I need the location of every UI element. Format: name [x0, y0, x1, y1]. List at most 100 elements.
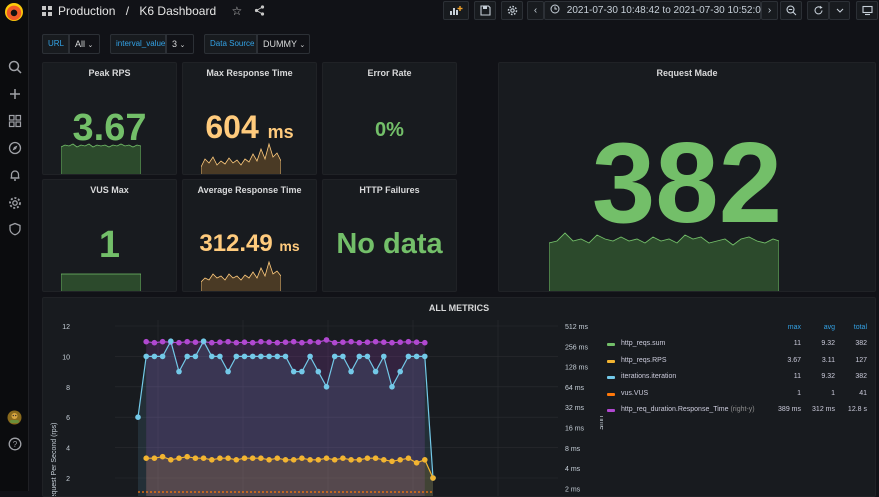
series-point: [258, 338, 264, 345]
legend-item[interactable]: http_reqs.sum 11 9.32 382: [601, 338, 875, 352]
y-axis-tick-label: 2: [66, 476, 70, 483]
configuration-gear-icon[interactable]: [7, 196, 22, 211]
time-forward-chevron-icon[interactable]: ›: [761, 1, 778, 20]
series-point: [233, 457, 240, 463]
zoom-out-icon[interactable]: [780, 1, 802, 20]
legend-item[interactable]: http_reqs.RPS 3.67 3.11 127: [601, 355, 875, 369]
series-point: [372, 368, 379, 375]
y2-axis-label: Time: [598, 414, 603, 429]
series-point: [381, 353, 387, 360]
legend-total-value: 382: [855, 340, 867, 347]
star-icon[interactable]: ☆: [231, 4, 243, 18]
series-point: [192, 353, 199, 360]
legend-color-swatch: [607, 409, 615, 412]
series-point: [422, 339, 428, 346]
legend-header: max avg total: [601, 322, 875, 336]
series-point: [233, 339, 240, 346]
time-range-picker[interactable]: 2021-07-30 10:48:42 to 2021-07-30 10:52:…: [544, 1, 766, 20]
series-point: [299, 368, 305, 375]
legend-item[interactable]: vus.VUS 1 1 41: [601, 388, 875, 402]
panel-title: Max Response Time: [206, 68, 293, 78]
add-panel-icon[interactable]: [443, 1, 469, 20]
series-point: [405, 455, 412, 461]
time-back-chevron-icon[interactable]: ‹: [527, 1, 544, 20]
series-point: [241, 339, 248, 345]
variable-label-url: URL: [42, 34, 69, 54]
grafana-logo-icon[interactable]: [5, 3, 23, 21]
series-point: [143, 338, 149, 345]
panel-average-response-time[interactable]: Average Response Time 312.49 ms: [182, 179, 317, 292]
panel-request-made[interactable]: Request Made 382: [498, 62, 876, 292]
alerting-bell-icon[interactable]: [7, 168, 22, 183]
tv-mode-monitor-icon[interactable]: [856, 1, 878, 20]
dashboard-grid-icon: [42, 6, 52, 16]
series-point: [389, 384, 395, 390]
variable-value-interval: 3: [172, 39, 178, 49]
plus-icon[interactable]: [7, 87, 22, 102]
y2-axis-tick-label: 4 ms: [565, 466, 581, 473]
series-point: [143, 455, 149, 461]
search-icon[interactable]: [7, 60, 22, 75]
y2-axis-tick-label: 64 ms: [565, 385, 585, 392]
refresh-interval-chevron-down-icon[interactable]: [829, 1, 850, 20]
series-point: [307, 338, 313, 345]
series-point: [290, 457, 297, 463]
series-point: [389, 458, 395, 465]
panel-error-rate[interactable]: Error Rate 0%: [322, 62, 457, 175]
save-dashboard-icon[interactable]: [474, 1, 496, 20]
panel-title: VUS Max: [90, 185, 129, 195]
series-point: [209, 353, 215, 360]
series-point: [422, 353, 428, 360]
series-point: [315, 339, 322, 345]
series-point: [241, 353, 248, 360]
series-point: [348, 368, 354, 375]
series-point: [184, 353, 190, 360]
series-point: [217, 455, 223, 461]
series-point: [356, 339, 363, 346]
panel-all-metrics[interactable]: ALL METRICS 12 10 8 6 4 2 512 ms 256 ms 128 ms 64…: [42, 297, 876, 497]
series-point: [340, 353, 346, 360]
all-metrics-chart[interactable]: 12 10 8 6 4 2 512 ms 256 ms 128 ms 64 ms 32 ms 16 m…: [43, 298, 603, 497]
variable-select-datasource[interactable]: DUMMY ⌄: [257, 34, 310, 54]
series-point: [225, 368, 231, 375]
dashboard-settings-gear-icon[interactable]: [501, 1, 523, 20]
server-admin-shield-icon[interactable]: [7, 222, 22, 237]
legend-header-total: total: [853, 324, 867, 331]
legend-avg-value: 9.32: [821, 373, 835, 380]
refresh-icon[interactable]: [807, 1, 829, 20]
y2-axis-tick-label: 8 ms: [565, 446, 581, 453]
breadcrumb-folder[interactable]: Production: [58, 4, 116, 18]
legend-max-value: 1: [797, 389, 801, 397]
dashboard-title[interactable]: K6 Dashboard: [139, 4, 217, 18]
max-response-sparkline: [201, 142, 281, 174]
panel-peak-rps[interactable]: Peak RPS 3.67: [42, 62, 177, 175]
vus-max-value: 1: [98, 224, 121, 266]
variable-select-url[interactable]: All ⌄: [69, 34, 100, 54]
legend-avg-value: 9.32: [821, 340, 835, 347]
user-avatar[interactable]: [7, 410, 22, 425]
legend-total-value: 41: [859, 389, 867, 397]
avg-response-value: 312.49 ms: [183, 230, 316, 258]
series-point: [315, 368, 322, 375]
panel-vus-max[interactable]: VUS Max 1: [42, 179, 177, 292]
series-point: [151, 353, 158, 360]
legend-item[interactable]: http_req_duration.Response_Time (right-y…: [601, 404, 875, 418]
dashboards-icon[interactable]: [7, 114, 22, 129]
variable-select-interval[interactable]: 3 ⌄: [166, 34, 194, 54]
help-icon[interactable]: ?: [7, 437, 22, 452]
series-area: [146, 339, 425, 496]
legend-avg-value: 1: [831, 389, 835, 397]
panel-http-failures[interactable]: HTTP Failures No data: [322, 179, 457, 292]
share-icon[interactable]: [254, 4, 265, 18]
chevron-down-icon: ⌄: [299, 42, 306, 49]
series-point: [249, 353, 256, 360]
legend-item[interactable]: iterations.iteration 11 9.32 382: [601, 371, 875, 385]
series-point: [307, 457, 313, 463]
series-point: [290, 338, 297, 345]
explore-compass-icon[interactable]: [7, 141, 22, 156]
series-point: [217, 353, 223, 360]
max-response-value: 604 ms: [183, 109, 316, 146]
http-failures-value: No data: [336, 228, 443, 260]
series-point: [372, 455, 379, 461]
panel-max-response-time[interactable]: Max Response Time 604 ms: [182, 62, 317, 175]
